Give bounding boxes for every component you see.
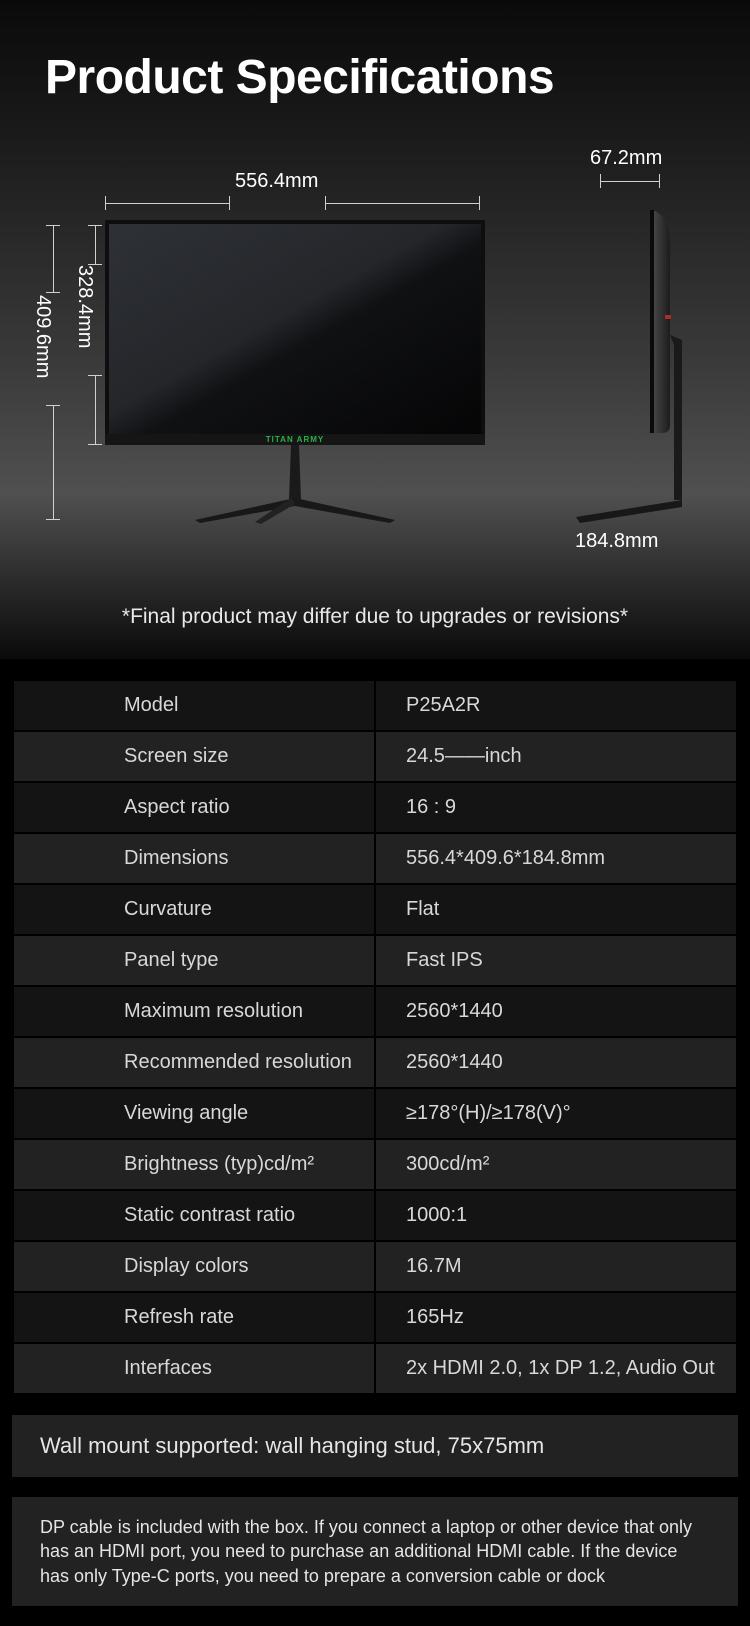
- table-row: Brightness (typ)cd/m²300cd/m²: [14, 1140, 736, 1189]
- dim-depth-label: 67.2mm: [590, 147, 662, 170]
- spec-label: Panel type: [14, 936, 374, 985]
- dim-width-label: 556.4mm: [235, 170, 318, 193]
- wall-mount-info: Wall mount supported: wall hanging stud,…: [12, 1415, 738, 1477]
- product-spec-page: Product Specifications 556.4mm 67.2mm 32…: [0, 0, 750, 1626]
- dim-width-rule-right: [325, 203, 480, 204]
- spec-value: 1000:1: [376, 1191, 736, 1240]
- spec-value: 165Hz: [376, 1293, 736, 1342]
- spec-label: Dimensions: [14, 834, 374, 883]
- bottom-spacer: [0, 1606, 750, 1626]
- dim-screen-height-rule-bot: [95, 375, 96, 445]
- spec-value: 2560*1440: [376, 1038, 736, 1087]
- cable-note: DP cable is included with the box. If yo…: [12, 1497, 738, 1606]
- spec-label: Interfaces: [14, 1344, 374, 1393]
- table-row: Recommended resolution2560*1440: [14, 1038, 736, 1087]
- page-title: Product Specifications: [45, 50, 705, 105]
- spec-value: P25A2R: [376, 681, 736, 730]
- spec-label: Maximum resolution: [14, 987, 374, 1036]
- spec-label: Static contrast ratio: [14, 1191, 374, 1240]
- dim-screen-height-rule-top: [95, 225, 96, 265]
- spec-label: Screen size: [14, 732, 374, 781]
- hero-section: Product Specifications 556.4mm 67.2mm 32…: [0, 0, 750, 659]
- spec-label: Curvature: [14, 885, 374, 934]
- table-row: Interfaces2x HDMI 2.0, 1x DP 1.2, Audio …: [14, 1344, 736, 1393]
- table-row: Static contrast ratio1000:1: [14, 1191, 736, 1240]
- table-row: Viewing angle≥178°(H)/≥178(V)°: [14, 1089, 736, 1138]
- spec-value: 24.5——inch: [376, 732, 736, 781]
- spec-label: Refresh rate: [14, 1293, 374, 1342]
- table-row: Refresh rate165Hz: [14, 1293, 736, 1342]
- table-row: Maximum resolution2560*1440: [14, 987, 736, 1036]
- spec-label: Model: [14, 681, 374, 730]
- spec-table-section: ModelP25A2RScreen size24.5——inchAspect r…: [0, 659, 750, 1395]
- monitor-front-view: TITAN ARMY: [105, 220, 485, 535]
- monitor-side-view: [570, 205, 700, 540]
- spec-label: Recommended resolution: [14, 1038, 374, 1087]
- spec-value: 2560*1440: [376, 987, 736, 1036]
- dim-total-height-rule-top: [53, 225, 54, 293]
- side-accent: [665, 315, 671, 319]
- table-row: Panel typeFast IPS: [14, 936, 736, 985]
- dim-total-height-label: 409.6mm: [31, 295, 54, 378]
- spec-value: 16.7M: [376, 1242, 736, 1291]
- dim-depth-rule: [600, 181, 660, 182]
- spec-value: Flat: [376, 885, 736, 934]
- spec-value: Fast IPS: [376, 936, 736, 985]
- spec-label: Display colors: [14, 1242, 374, 1291]
- table-row: Display colors16.7M: [14, 1242, 736, 1291]
- spec-label: Aspect ratio: [14, 783, 374, 832]
- spec-label: Brightness (typ)cd/m²: [14, 1140, 374, 1189]
- dim-screen-height-label: 328.4mm: [73, 265, 96, 348]
- dim-total-height-rule-bot: [53, 405, 54, 520]
- spec-table: ModelP25A2RScreen size24.5——inchAspect r…: [12, 679, 738, 1395]
- spec-value: 556.4*409.6*184.8mm: [376, 834, 736, 883]
- disclaimer-text: *Final product may differ due to upgrade…: [45, 605, 705, 629]
- table-row: Screen size24.5——inch: [14, 732, 736, 781]
- table-row: ModelP25A2R: [14, 681, 736, 730]
- spec-value: ≥178°(H)/≥178(V)°: [376, 1089, 736, 1138]
- brand-text: TITAN ARMY: [266, 435, 324, 444]
- spec-value: 300cd/m²: [376, 1140, 736, 1189]
- spec-value: 2x HDMI 2.0, 1x DP 1.2, Audio Out: [376, 1344, 736, 1393]
- dimension-diagram: 556.4mm 67.2mm 328.4mm 409.6mm 184.8mm: [45, 175, 705, 595]
- table-row: Aspect ratio16 : 9: [14, 783, 736, 832]
- table-row: CurvatureFlat: [14, 885, 736, 934]
- spec-label: Viewing angle: [14, 1089, 374, 1138]
- table-row: Dimensions556.4*409.6*184.8mm: [14, 834, 736, 883]
- spec-value: 16 : 9: [376, 783, 736, 832]
- dim-width-rule-left: [105, 203, 230, 204]
